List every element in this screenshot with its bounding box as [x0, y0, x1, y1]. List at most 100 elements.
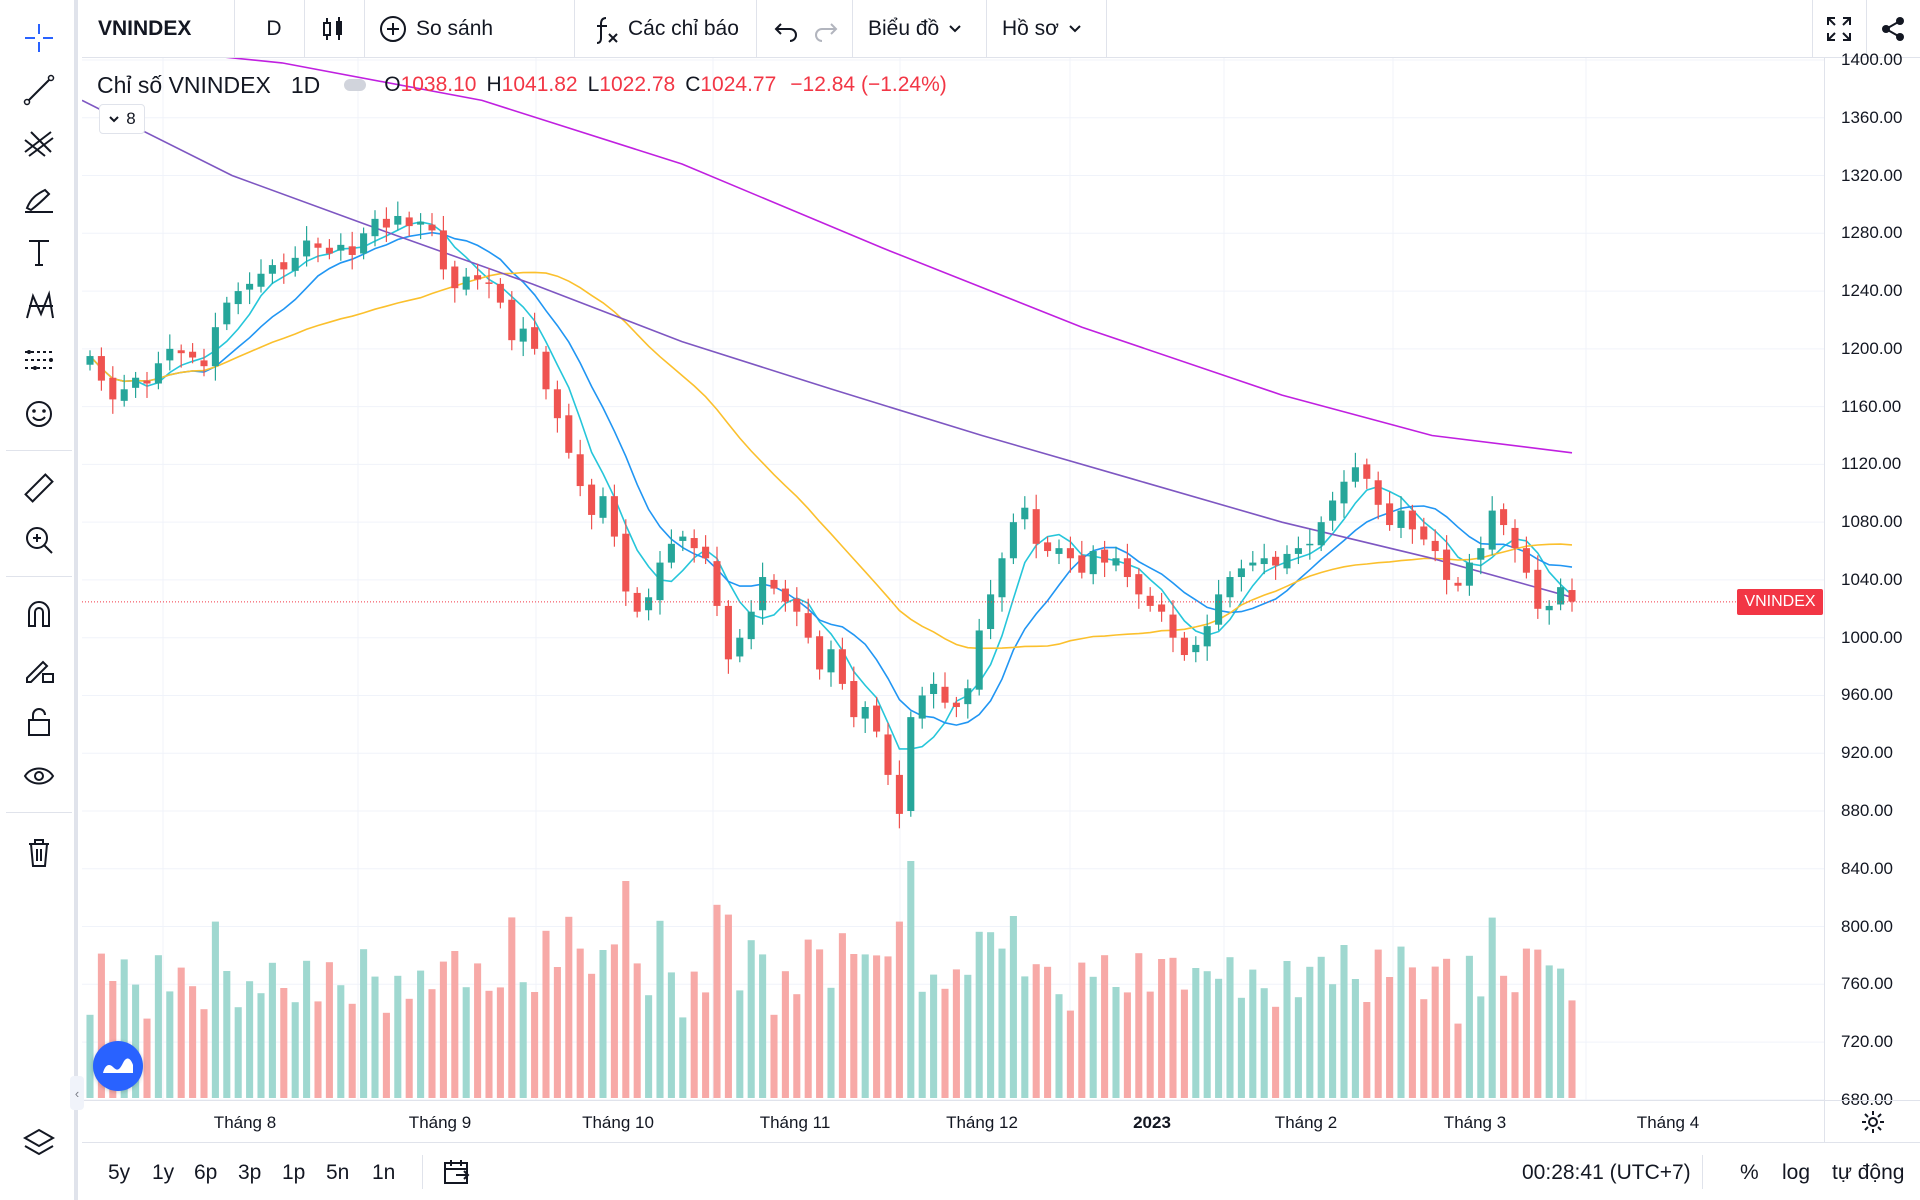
market-status-dot[interactable]	[344, 79, 367, 91]
range-1m[interactable]: 1p	[282, 1161, 306, 1184]
time-tick-label: Tháng 8	[213, 1113, 277, 1132]
share-icon[interactable]	[1866, 0, 1920, 58]
candle	[325, 247, 333, 254]
candle	[519, 328, 527, 342]
price-axis[interactable]: 1400.00 1360.00 1320.00 1280.00 1240.00 1200.…	[1824, 50, 1920, 1109]
range-3m[interactable]: 3p	[238, 1161, 262, 1184]
volume-bar	[952, 969, 960, 1098]
candle	[1169, 614, 1177, 638]
volume-bar	[1500, 975, 1508, 1098]
volume-bar	[759, 954, 767, 1098]
volume-bar	[234, 1007, 242, 1098]
top-toolbar: VNINDEX D So sánh Các chỉ báo Biểu đồ	[82, 0, 1920, 58]
lock-drawings-icon[interactable]	[15, 646, 63, 690]
auto-scale-toggle[interactable]: tự động	[1832, 1161, 1905, 1184]
chart-layout-label: Biểu đồ	[868, 17, 940, 40]
zoom-in-icon[interactable]	[15, 518, 63, 562]
candle	[804, 613, 812, 638]
brush-icon[interactable]	[15, 176, 63, 220]
volume-bar	[1009, 916, 1017, 1098]
time-axis[interactable]: Tháng 8 Tháng 9 Tháng 10 Tháng 11 Tháng 12 20…	[82, 1100, 1824, 1142]
volume-bar	[542, 930, 550, 1098]
range-6m[interactable]: 6p	[194, 1161, 218, 1184]
legend-close: 1024.77	[700, 73, 777, 96]
candle	[941, 686, 949, 703]
candle	[1477, 548, 1485, 560]
percent-scale-toggle[interactable]: %	[1740, 1161, 1759, 1184]
collapse-toolbar-icon[interactable]: ‹	[70, 1076, 84, 1110]
text-icon[interactable]	[15, 230, 63, 274]
price-tick-label: 1400.00	[1841, 50, 1903, 69]
volume-bar	[97, 953, 105, 1098]
fullscreen-icon[interactable]	[1812, 0, 1866, 58]
settings-gear-icon[interactable]	[1824, 1100, 1920, 1142]
indicators-button[interactable]: Các chỉ báo	[574, 0, 754, 58]
time-tick-label: Tháng 10	[582, 1113, 654, 1132]
candle	[793, 598, 801, 612]
candle	[97, 356, 105, 381]
magnet-icon[interactable]	[15, 592, 63, 636]
crosshair-icon[interactable]	[15, 16, 63, 60]
candle	[451, 266, 459, 289]
candle	[850, 681, 858, 718]
candle	[1500, 509, 1508, 526]
smile-icon[interactable]	[15, 392, 63, 436]
log-scale-toggle[interactable]: log	[1782, 1161, 1811, 1184]
candle	[1089, 551, 1097, 575]
volume-bar	[1021, 976, 1029, 1098]
candle	[599, 496, 607, 518]
range-5y[interactable]: 5y	[108, 1161, 131, 1184]
layers-icon[interactable]	[15, 1120, 63, 1164]
eye-icon[interactable]	[15, 754, 63, 798]
candle	[1272, 556, 1280, 566]
candle	[861, 707, 869, 719]
price-tick-label: 760.00	[1841, 974, 1893, 994]
profile-button[interactable]: Hồ sơ	[986, 0, 1106, 58]
candle	[690, 538, 698, 549]
trash-icon[interactable]	[15, 830, 63, 874]
volume-bar	[417, 970, 425, 1098]
ruler-icon[interactable]	[15, 466, 63, 510]
candle	[1340, 481, 1348, 504]
interval-button[interactable]: D	[266, 17, 282, 40]
candle-type-icon[interactable]	[310, 0, 356, 58]
volume-bar	[1078, 962, 1086, 1098]
calendar-goto-icon[interactable]	[442, 1157, 472, 1192]
candle	[622, 533, 630, 592]
volume-bar	[496, 987, 504, 1098]
candle	[143, 380, 151, 384]
pattern-icon[interactable]	[15, 284, 63, 328]
symbol-search[interactable]: VNINDEX	[98, 17, 192, 40]
range-5d[interactable]: 5n	[326, 1161, 350, 1184]
prediction-icon[interactable]	[15, 338, 63, 382]
tradingview-logo-icon[interactable]	[93, 1041, 143, 1091]
volume-bar	[1443, 958, 1451, 1098]
trend-line-icon[interactable]	[15, 68, 63, 112]
volume-bar	[1215, 978, 1223, 1098]
compare-button[interactable]: So sánh	[364, 0, 574, 58]
volume-bar	[1306, 966, 1314, 1098]
candle	[1044, 542, 1052, 552]
indicators-toggle[interactable]: 8	[99, 104, 145, 134]
candle	[1557, 587, 1565, 605]
price-tick-label: 680.00	[1841, 1089, 1893, 1109]
range-1d[interactable]: 1n	[372, 1161, 396, 1184]
volume-bar	[211, 921, 219, 1098]
volume-bar	[1317, 956, 1325, 1098]
candle	[1363, 464, 1371, 479]
fib-tools-icon[interactable]	[15, 122, 63, 166]
price-chart[interactable]	[82, 58, 1824, 1100]
candle	[975, 630, 983, 690]
candle	[895, 774, 903, 814]
redo-icon[interactable]	[806, 0, 846, 58]
volume-bar	[1169, 957, 1177, 1098]
range-1y[interactable]: 1y	[152, 1161, 175, 1184]
bottom-bar: 5y 1y 6p 3p 1p 5n 1n 00:28:41 (UTC+7) % …	[82, 1142, 1920, 1200]
candle	[1420, 526, 1428, 540]
chart-layout-button[interactable]: Biểu đồ	[852, 0, 986, 58]
undo-icon[interactable]	[766, 0, 806, 58]
unlock-icon[interactable]	[15, 700, 63, 744]
candle	[439, 230, 447, 270]
candle	[884, 734, 892, 775]
clock-timezone[interactable]: 00:28:41 (UTC+7)	[1522, 1161, 1691, 1184]
